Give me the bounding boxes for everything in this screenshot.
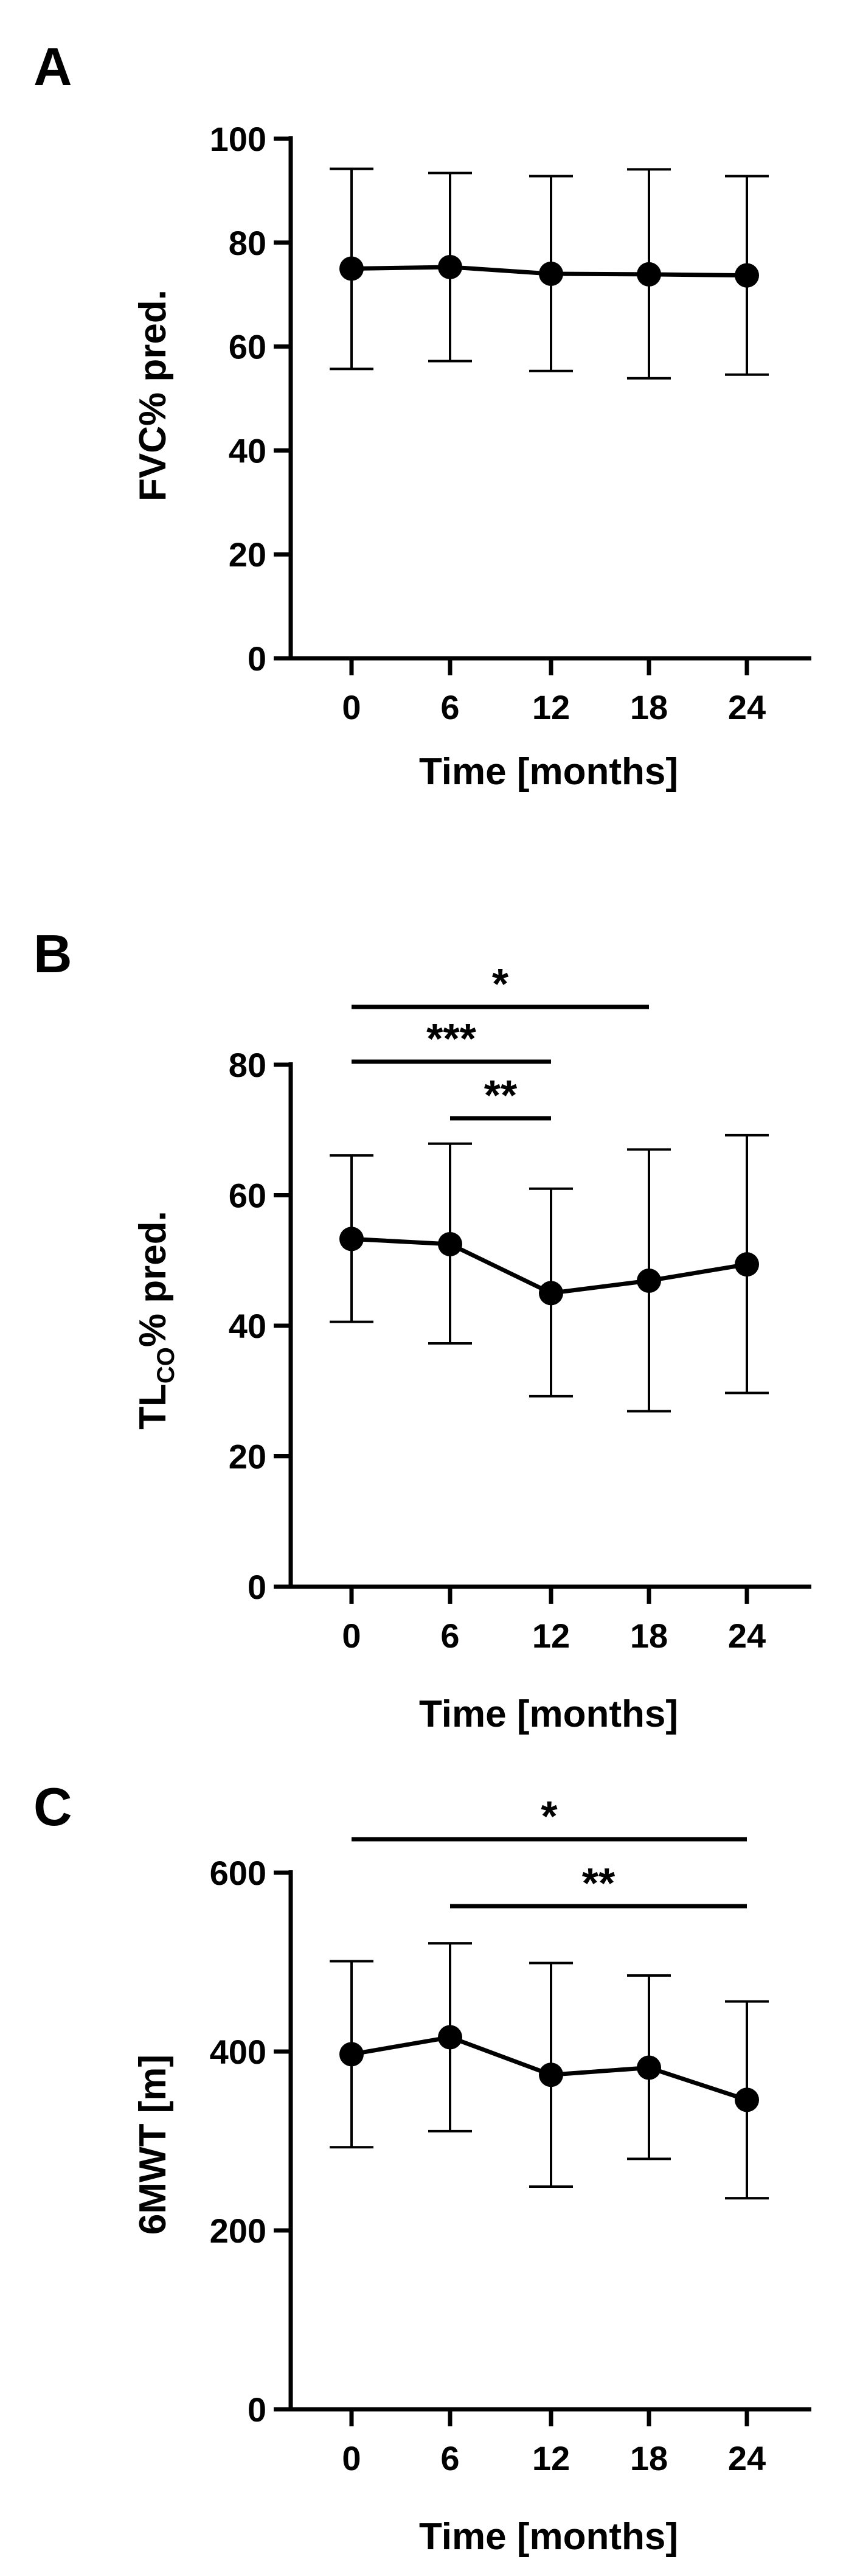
panel-b-y-tick-label: 20	[229, 1438, 266, 1476]
panel-a-x-tick-label: 24	[728, 688, 766, 726]
panel-b-y-tick-label: 60	[229, 1177, 266, 1215]
panel-a-y-tick-label: 40	[229, 431, 266, 470]
panel-b-x-tick-label: 12	[532, 1617, 570, 1655]
panel-c-significance-label: *	[541, 1792, 558, 1840]
panel-b-x-tick-label: 18	[630, 1617, 668, 1655]
panel-b-x-tick-label: 0	[342, 1617, 361, 1655]
panel-a-data-point	[438, 254, 462, 279]
panel-b-y-axis-title-sub: CO	[153, 1347, 179, 1384]
panel-b-data-point	[735, 1252, 759, 1277]
panel-b-y-axis-title-main: TL	[132, 1384, 174, 1430]
panel-a-x-tick-label: 0	[342, 688, 361, 726]
panel-a-data-point	[539, 262, 563, 287]
panel-a-data-point	[735, 263, 759, 288]
panel-c-data-point	[339, 2042, 364, 2067]
panel-c-data-point	[539, 2063, 563, 2087]
panel-a: A FVC% pred. Time [months] 0 20 40 60 80 100 0…	[33, 37, 811, 793]
panel-a-x-tick-label: 12	[532, 688, 570, 726]
panel-b-significance-label: *	[492, 960, 509, 1008]
panel-b-x-axis-title: Time [months]	[419, 1693, 678, 1735]
panel-c-data-point	[637, 2055, 661, 2080]
panel-c-data-point	[735, 2087, 759, 2112]
panel-a-x-tick-label: 18	[630, 688, 668, 726]
panel-c-y-tick-label: 0	[248, 2390, 266, 2429]
panel-a-y-tick-label: 80	[229, 224, 266, 262]
panel-a-x-axis-title: Time [months]	[419, 751, 678, 793]
panel-c-x-tick-label: 6	[440, 2439, 459, 2477]
panel-a-letter: A	[33, 37, 72, 97]
panel-c-data-point	[438, 2025, 462, 2050]
panel-a-x-tick-label: 6	[440, 688, 459, 726]
panel-a-y-axis-title: FVC% pred.	[132, 290, 174, 501]
panel-b-y-axis-title-rest: % pred.	[132, 1211, 174, 1347]
panel-a-y-tick-label: 100	[210, 120, 266, 158]
panel-c-x-axis-title: Time [months]	[419, 2516, 678, 2558]
panel-c: C 6MWT [m] Time [months] 0 200 400 600 0 6 12 1…	[33, 1777, 811, 2558]
panel-b-y-tick-label: 80	[229, 1046, 266, 1084]
panel-c-y-tick-label: 400	[210, 2033, 266, 2071]
panel-b-significance-label: **	[484, 1071, 518, 1119]
panel-c-x-tick-label: 12	[532, 2439, 570, 2477]
panel-c-x-tick-label: 18	[630, 2439, 668, 2477]
panel-a-data-point	[339, 256, 364, 281]
panel-a-y-tick-label: 0	[248, 639, 266, 678]
panel-a-y-tick-label: 20	[229, 535, 266, 574]
panel-b-x-tick-label: 6	[440, 1617, 459, 1655]
panel-c-significance-label: **	[582, 1859, 616, 1907]
panel-c-x-tick-label: 24	[728, 2439, 766, 2477]
panel-b-y-axis-title: TLCO% pred.	[132, 1211, 179, 1430]
panel-c-y-tick-label: 600	[210, 1854, 266, 1892]
panel-c-y-tick-label: 200	[210, 2212, 266, 2250]
panel-b-y-tick-label: 0	[248, 1568, 266, 1606]
panel-b-significance-label: ***	[426, 1015, 476, 1062]
panel-b-letter: B	[33, 924, 72, 984]
panel-c-letter: C	[33, 1777, 72, 1837]
panel-c-y-axis-title: 6MWT [m]	[132, 2055, 174, 2235]
panel-b-data-point	[637, 1268, 661, 1293]
panel-b-data-point	[539, 1281, 563, 1306]
panel-b: B TLCO% pred. Time [months] 0 20 40 60 80 0 6 1…	[33, 924, 811, 1735]
panel-a-y-tick-label: 60	[229, 328, 266, 366]
panel-c-x-tick-label: 0	[342, 2439, 361, 2477]
panel-b-data-point	[438, 1231, 462, 1256]
panel-b-x-tick-label: 24	[728, 1617, 766, 1655]
panel-b-y-tick-label: 40	[229, 1307, 266, 1345]
panel-b-data-point	[339, 1227, 364, 1251]
panel-a-data-point	[637, 262, 661, 287]
